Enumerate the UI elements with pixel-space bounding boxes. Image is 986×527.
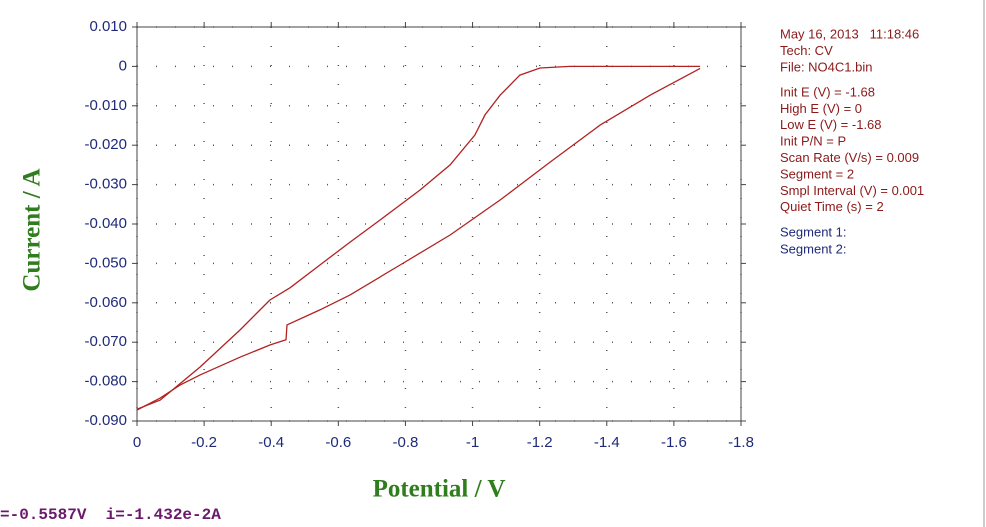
info-param: Smpl Interval (V) = 0.001 xyxy=(780,183,924,198)
x-tick-label: -1.6 xyxy=(661,434,687,451)
y-tick-label: -0.080 xyxy=(84,373,127,390)
y-tick-label: -0.060 xyxy=(84,294,127,311)
cv-curve xyxy=(136,67,701,411)
status-bar: =-0.5587V i=-1.432e-2A xyxy=(0,506,221,524)
y-tick-label: -0.040 xyxy=(84,215,127,232)
info-param: Scan Rate (V/s) = 0.009 xyxy=(780,150,919,165)
x-tick-label: -0.4 xyxy=(258,434,284,451)
x-tick-label: -1 xyxy=(466,434,479,451)
y-tick-label: -0.070 xyxy=(84,333,127,350)
y-tick-label: 0.010 xyxy=(89,18,127,35)
info-param: Low E (V) = -1.68 xyxy=(780,117,882,132)
y-tick-label: -0.050 xyxy=(84,254,127,271)
info-text: Tech: CV xyxy=(780,43,833,58)
x-tick-label: -1.4 xyxy=(594,434,620,451)
y-axis-title: Current / A xyxy=(19,168,46,291)
info-param: Quiet Time (s) = 2 xyxy=(780,199,884,214)
x-tick-label: 0 xyxy=(133,434,141,451)
info-text: May 16, 2013 11:18:46 xyxy=(780,26,919,41)
segment-label: Segment 2: xyxy=(780,241,847,256)
x-axis-title: Potential / V xyxy=(373,476,506,503)
x-tick-label: -0.6 xyxy=(325,434,351,451)
info-param: Init E (V) = -1.68 xyxy=(780,84,875,99)
cv-curve xyxy=(136,65,701,410)
info-param: Init P/N = P xyxy=(780,134,846,149)
y-tick-label: -0.090 xyxy=(84,412,127,429)
y-tick-label: -0.020 xyxy=(84,136,127,153)
x-tick-label: -0.2 xyxy=(191,434,217,451)
info-text: File: NO4C1.bin xyxy=(780,59,872,74)
segment-label: Segment 1: xyxy=(780,224,847,239)
y-tick-label: 0 xyxy=(119,57,127,74)
x-tick-label: -1.8 xyxy=(728,434,754,451)
y-tick-label: -0.010 xyxy=(84,97,127,114)
x-tick-label: -1.2 xyxy=(527,434,553,451)
info-param: Segment = 2 xyxy=(780,166,854,181)
y-tick-label: -0.030 xyxy=(84,176,127,193)
info-param: High E (V) = 0 xyxy=(780,101,862,116)
x-tick-label: -0.8 xyxy=(393,434,419,451)
